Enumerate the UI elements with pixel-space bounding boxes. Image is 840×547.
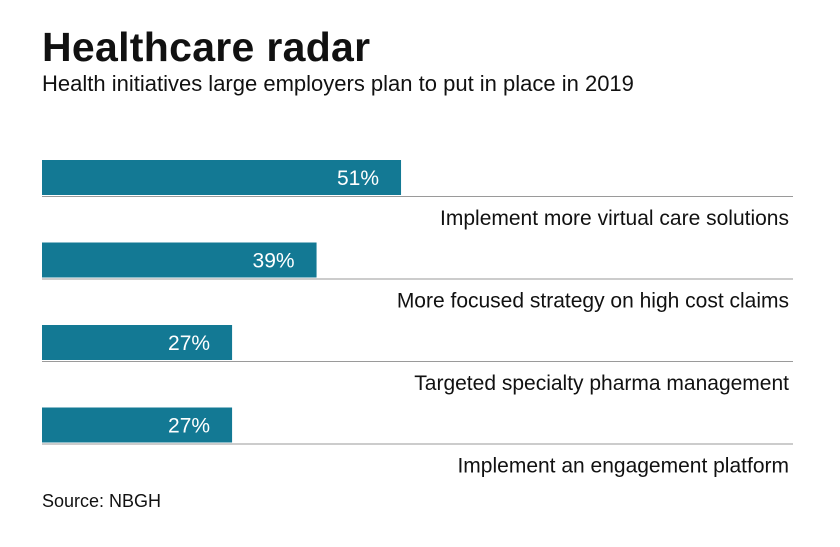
category-label: Implement an engagement platform [457, 455, 789, 478]
chart-subtitle: Health initiatives large employers plan … [42, 71, 634, 96]
category-label: Targeted specialty pharma management [414, 372, 789, 395]
bar-2 [42, 242, 317, 278]
bar-value-label: 39% [253, 250, 295, 273]
bar-3 [42, 325, 233, 360]
bar-value-label: 27% [168, 332, 210, 355]
bar-1 [42, 160, 402, 195]
bar-value-label: 51% [337, 167, 379, 190]
category-label: More focused strategy on high cost claim… [397, 290, 789, 313]
bar-value-label: 27% [168, 415, 210, 438]
category-label: Implement more virtual care solutions [440, 207, 789, 230]
chart-title: Healthcare radar [42, 24, 371, 70]
bar-4 [42, 407, 233, 443]
bar-chart: 51% Implement more virtual care solutions… [42, 160, 793, 478]
source-note: Source: NBGH [42, 491, 162, 511]
